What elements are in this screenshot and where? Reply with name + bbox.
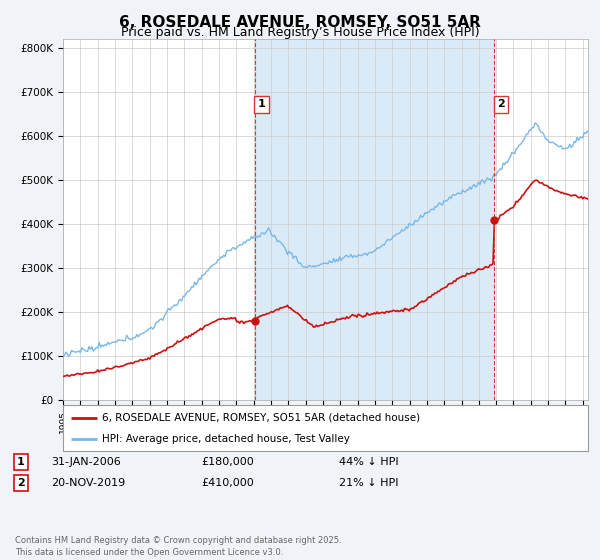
FancyBboxPatch shape	[63, 405, 588, 451]
Text: 6, ROSEDALE AVENUE, ROMSEY, SO51 5AR (detached house): 6, ROSEDALE AVENUE, ROMSEY, SO51 5AR (de…	[103, 413, 421, 423]
Text: 44% ↓ HPI: 44% ↓ HPI	[339, 457, 398, 467]
Text: 20-NOV-2019: 20-NOV-2019	[51, 478, 125, 488]
Text: 2: 2	[17, 478, 25, 488]
Text: 6, ROSEDALE AVENUE, ROMSEY, SO51 5AR: 6, ROSEDALE AVENUE, ROMSEY, SO51 5AR	[119, 15, 481, 30]
Text: 2: 2	[497, 99, 505, 109]
Text: 1: 1	[257, 99, 265, 109]
Text: Contains HM Land Registry data © Crown copyright and database right 2025.
This d: Contains HM Land Registry data © Crown c…	[15, 536, 341, 557]
Text: £410,000: £410,000	[201, 478, 254, 488]
Text: 21% ↓ HPI: 21% ↓ HPI	[339, 478, 398, 488]
Bar	[255, 39, 494, 400]
Text: HPI: Average price, detached house, Test Valley: HPI: Average price, detached house, Test…	[103, 434, 350, 444]
Text: Price paid vs. HM Land Registry’s House Price Index (HPI): Price paid vs. HM Land Registry’s House …	[121, 26, 479, 39]
Text: 1: 1	[17, 457, 25, 467]
Text: £180,000: £180,000	[201, 457, 254, 467]
Text: 31-JAN-2006: 31-JAN-2006	[51, 457, 121, 467]
